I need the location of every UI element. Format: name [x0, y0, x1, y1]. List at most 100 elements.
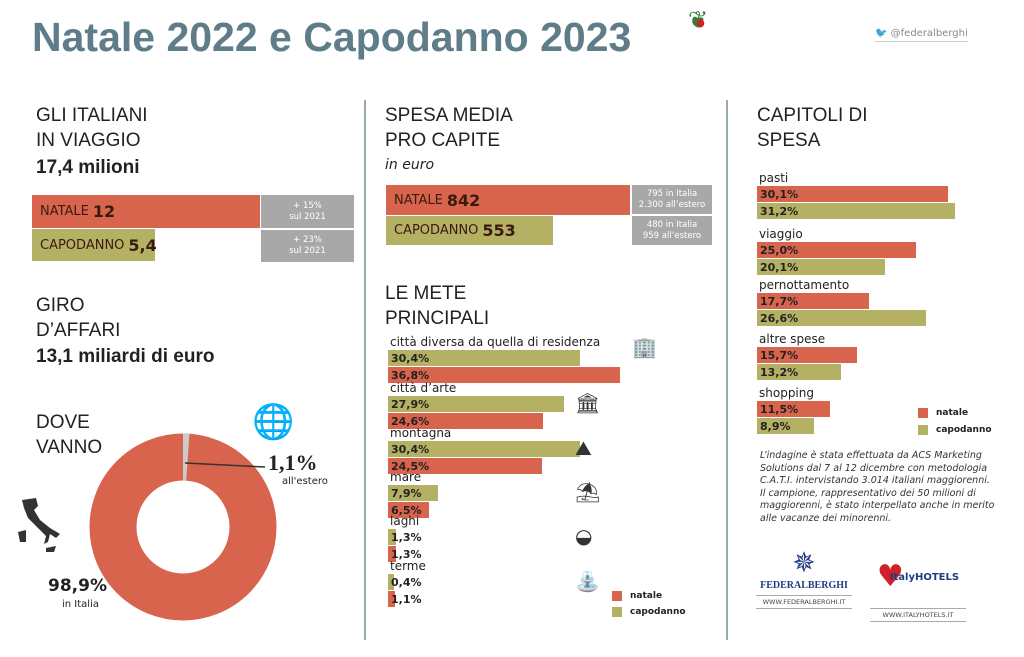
twitter-handle[interactable]: 🐦 @federalberghi [875, 28, 968, 42]
data-label: 24,5% [391, 459, 430, 473]
bar-natale: 36,8% [388, 367, 620, 383]
viaggio-natale-bar: NATALE 12 [32, 195, 260, 228]
logo-text: ItalyHOTELS [889, 571, 960, 583]
category-label: shopping [759, 386, 814, 400]
category-label: montagna [390, 426, 452, 440]
data-label: 30,1% [760, 187, 799, 201]
bar-natale: 17,7% [757, 293, 870, 309]
capitoli-legend-capodanno: capodanno [918, 425, 992, 435]
dove-heading: DOVE VANNO [36, 410, 102, 460]
data-label: 8,9% [760, 419, 791, 433]
lake-icon: ◒ [575, 524, 593, 548]
bar-value: 842 [446, 190, 481, 210]
federalberghi-emblem-icon: ✵ [792, 546, 816, 579]
note-paragraph: L’indagine è stata effettuata da ACS Mar… [760, 450, 990, 486]
data-label: 15,7% [760, 348, 799, 362]
divider [364, 100, 366, 640]
donut-slice-italia [89, 433, 277, 621]
logo-url[interactable]: WWW.ITALYHOTELS.IT [870, 608, 966, 622]
spesa-natale-note: 795 in Italia 2.300 all’estero [632, 185, 712, 214]
affari-total: 13,1 miliardi di euro [36, 346, 215, 367]
bar-capodanno: 30,4% [388, 441, 580, 457]
logo-text: FEDERALBERGHI [760, 580, 848, 591]
capitoli-legend-natale: natale [918, 408, 968, 418]
heading-line: IN VIAGGIO [36, 130, 141, 151]
note-paragraph: Il campione, rappresentativo dei 50 mili… [760, 487, 995, 524]
bar-capodanno: 1,3% [388, 529, 422, 545]
bar-capodanno: 31,2% [757, 203, 956, 219]
legend-label: natale [936, 408, 969, 418]
globe-icon: 🌐 [252, 402, 295, 442]
bar-capodanno: 0,4% [388, 574, 422, 590]
note-line: 959 all’estero [642, 230, 702, 241]
data-label: 1,3% [391, 547, 422, 561]
note-line: + 23% [293, 235, 322, 245]
data-label: 36,8% [391, 368, 430, 382]
data-label: 27,9% [391, 397, 430, 411]
heart-icon: ♥ [876, 559, 904, 594]
legend-swatch [612, 591, 622, 601]
bar-natale: 11,5% [757, 401, 831, 417]
legend-label: natale [630, 591, 663, 601]
data-label: 1,1% [391, 592, 422, 606]
bar-value: 12 [92, 202, 116, 221]
bar-label: NATALE [394, 192, 443, 208]
category-label: terme [390, 559, 426, 573]
data-label: 31,2% [760, 204, 799, 218]
heading-line: VANNO [36, 437, 103, 458]
italy-map-icon [16, 498, 62, 553]
dove-donut [89, 433, 277, 621]
heading-line: DOVE [36, 412, 90, 433]
category-label: mare [390, 470, 422, 484]
spesa-heading: SPESA MEDIA PRO CAPITE [385, 103, 513, 153]
affari-heading: GIRO D’AFFARI [36, 293, 120, 343]
bar-label: CAPODANNO [40, 237, 125, 253]
viaggio-capodanno-bar: CAPODANNO 5,4 [32, 229, 157, 261]
page-title: Natale 2022 e Capodanno 2023 [32, 14, 632, 60]
note-line: + 15% [293, 200, 322, 211]
data-label: 6,5% [391, 503, 422, 517]
data-label: 20,1% [760, 260, 799, 274]
bar-capodanno: 8,9% [757, 418, 814, 434]
italyhotels-logo[interactable]: ♥ ItalyHOTELS WWW.ITALYHOTELS.IT [870, 562, 966, 622]
data-label: 1,3% [391, 530, 422, 544]
twitter-icon: 🐦 [875, 28, 888, 39]
bar-label: CAPODANNO [394, 223, 479, 238]
note-line: 480 in Italia [646, 219, 698, 230]
bar-natale: 30,1% [757, 186, 949, 202]
heading-line: D’AFFARI [36, 320, 121, 341]
mete-heading: LE METE PRINCIPALI [385, 281, 489, 331]
bar-natale: 24,5% [388, 458, 543, 474]
bar-capodanno: 30,4% [388, 350, 580, 366]
legend-swatch [918, 408, 928, 418]
mete-legend-natale: natale [612, 591, 662, 601]
category-label: laghi [390, 514, 420, 528]
bar-label: NATALE [40, 204, 89, 219]
bar-value: 5,4 [128, 235, 157, 255]
capitoli-heading: CAPITOLI DI SPESA [757, 103, 868, 153]
bar-value: 553 [482, 221, 516, 240]
bar-capodanno: 26,6% [757, 310, 926, 326]
viaggio-total: 17,4 milioni [36, 157, 140, 178]
legend-swatch [612, 607, 622, 617]
bar-natale: 6,5% [388, 502, 429, 518]
italia-label: in Italia [62, 599, 99, 610]
heading-line: GIRO [36, 295, 85, 316]
data-label: 11,5% [760, 402, 799, 416]
holly-icon: ❦● [688, 6, 709, 34]
mete-legend-capodanno: capodanno [612, 607, 686, 617]
data-label: 17,7% [760, 294, 799, 308]
data-label: 13,2% [760, 365, 799, 379]
category-label: altre spese [759, 332, 826, 346]
legend-swatch [918, 425, 928, 435]
spesa-capodanno-note: 480 in Italia 959 all’estero [632, 216, 712, 245]
divider [726, 100, 728, 640]
heading-line: LE METE [385, 283, 467, 304]
logo-url[interactable]: WWW.FEDERALBERGHI.IT [756, 595, 852, 609]
bar-capodanno: 20,1% [757, 259, 885, 275]
bar-capodanno: 27,9% [388, 396, 564, 412]
spesa-natale-bar: NATALE 842 [386, 185, 630, 215]
note-line: 795 in Italia [646, 188, 698, 199]
federalberghi-logo[interactable]: ✵ FEDERALBERGHI WWW.FEDERALBERGHI.IT [756, 546, 852, 609]
note-line: 2.300 all’estero [638, 199, 706, 210]
